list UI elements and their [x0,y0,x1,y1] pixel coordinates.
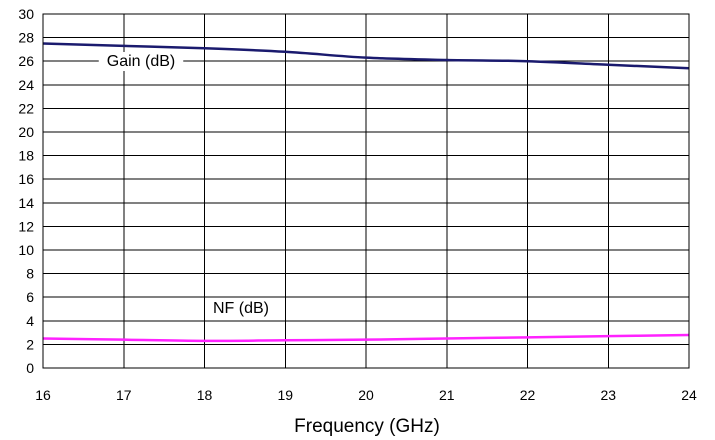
x-tick-label: 21 [439,387,455,403]
series-lines [42,42,690,343]
x-tick-labels: 16 17 18 19 20 21 22 23 24 [35,387,697,403]
series-label-background [205,299,277,318]
series-label-background [98,52,184,71]
x-axis-title: Frequency (GHz) [294,416,440,437]
x-tick-label: 17 [116,387,132,403]
y-tick-label: 20 [18,124,34,140]
y-tick-label: 28 [18,30,34,46]
x-tick-label: 24 [681,387,697,403]
x-tick-label: 22 [520,387,536,403]
x-tick-label: 20 [358,387,374,403]
y-tick-label: 0 [26,360,34,376]
y-tick-label: 30 [18,6,34,22]
y-tick-label: 4 [26,313,34,329]
y-tick-label: 24 [18,77,34,93]
y-tick-label: 10 [18,242,34,258]
y-tick-label: 18 [18,148,34,164]
x-tick-label: 19 [277,387,293,403]
series-label-nf: NF (dB) [213,300,269,317]
plot-frame [42,13,690,369]
y-tick-label: 6 [26,289,34,305]
y-tick-label: 14 [18,195,34,211]
y-tick-label: 16 [18,171,34,187]
series-labels: Gain (dB) NF (dB) [98,52,277,318]
y-tick-label: 12 [18,218,34,234]
x-tick-label: 16 [35,387,51,403]
series-label-gain: Gain (dB) [107,53,175,70]
y-tick-label: 22 [18,100,34,116]
x-tick-label: 18 [197,387,213,403]
y-tick-label: 2 [26,336,34,352]
x-tick-label: 23 [600,387,616,403]
y-tick-label: 8 [26,266,34,282]
y-tick-label: 26 [18,53,34,69]
